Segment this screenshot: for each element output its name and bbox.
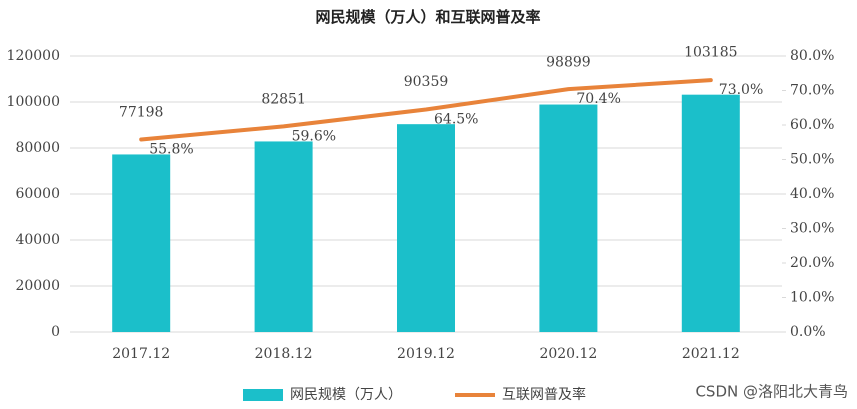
y2-tick-label: 80.0% [790, 48, 834, 64]
y2-tick-label: 40.0% [790, 186, 834, 202]
line-value-label: 73.0% [719, 82, 763, 98]
bar-value-label: 82851 [261, 91, 306, 107]
legend-swatch [243, 389, 283, 401]
y2-tick-label: 70.0% [790, 83, 834, 99]
line-value-label: 64.5% [434, 111, 478, 127]
bar-value-label: 90359 [404, 74, 449, 90]
y-tick-label: 100000 [7, 94, 60, 110]
legend-label: 互联网普及率 [502, 386, 586, 403]
bar [539, 104, 598, 332]
bar [254, 141, 313, 332]
y-tick-label: 20000 [15, 278, 60, 294]
x-tick-label: 2017.12 [112, 346, 170, 362]
y2-tick-label: 10.0% [790, 290, 834, 306]
line-value-label: 59.6% [292, 128, 336, 144]
line [139, 78, 713, 142]
bar [681, 94, 740, 332]
x-tick-label: 2020.12 [539, 346, 597, 362]
y2-tick-label: 20.0% [790, 255, 834, 271]
line-value-label: 70.4% [576, 91, 620, 107]
y2-tick-label: 60.0% [790, 117, 834, 133]
x-tick-label: 2019.12 [397, 346, 455, 362]
x-tick-label: 2021.12 [682, 346, 740, 362]
bar-value-label: 103185 [684, 45, 737, 61]
y2-tick-label: 0.0% [790, 324, 826, 340]
y2-tick-label: 30.0% [790, 221, 834, 237]
y-tick-label: 120000 [7, 48, 60, 64]
y2-tick-label: 50.0% [790, 152, 834, 168]
bar-value-label: 98899 [546, 55, 591, 71]
x-tick-label: 2018.12 [255, 346, 313, 362]
y-tick-label: 80000 [15, 140, 60, 156]
chart-title: 网民规模（万人）和互联网普及率 [315, 8, 540, 26]
y-tick-label: 40000 [15, 232, 60, 248]
bar [112, 154, 171, 332]
line-value-label: 55.8% [149, 141, 193, 157]
watermark: CSDN @洛阳北大青鸟 [695, 383, 848, 401]
y-tick-label: 60000 [15, 186, 60, 202]
legend-label: 网民规模（万人） [290, 387, 402, 403]
bar-value-label: 77198 [119, 104, 164, 120]
y-tick-label: 0 [51, 324, 60, 340]
bar [397, 124, 455, 332]
